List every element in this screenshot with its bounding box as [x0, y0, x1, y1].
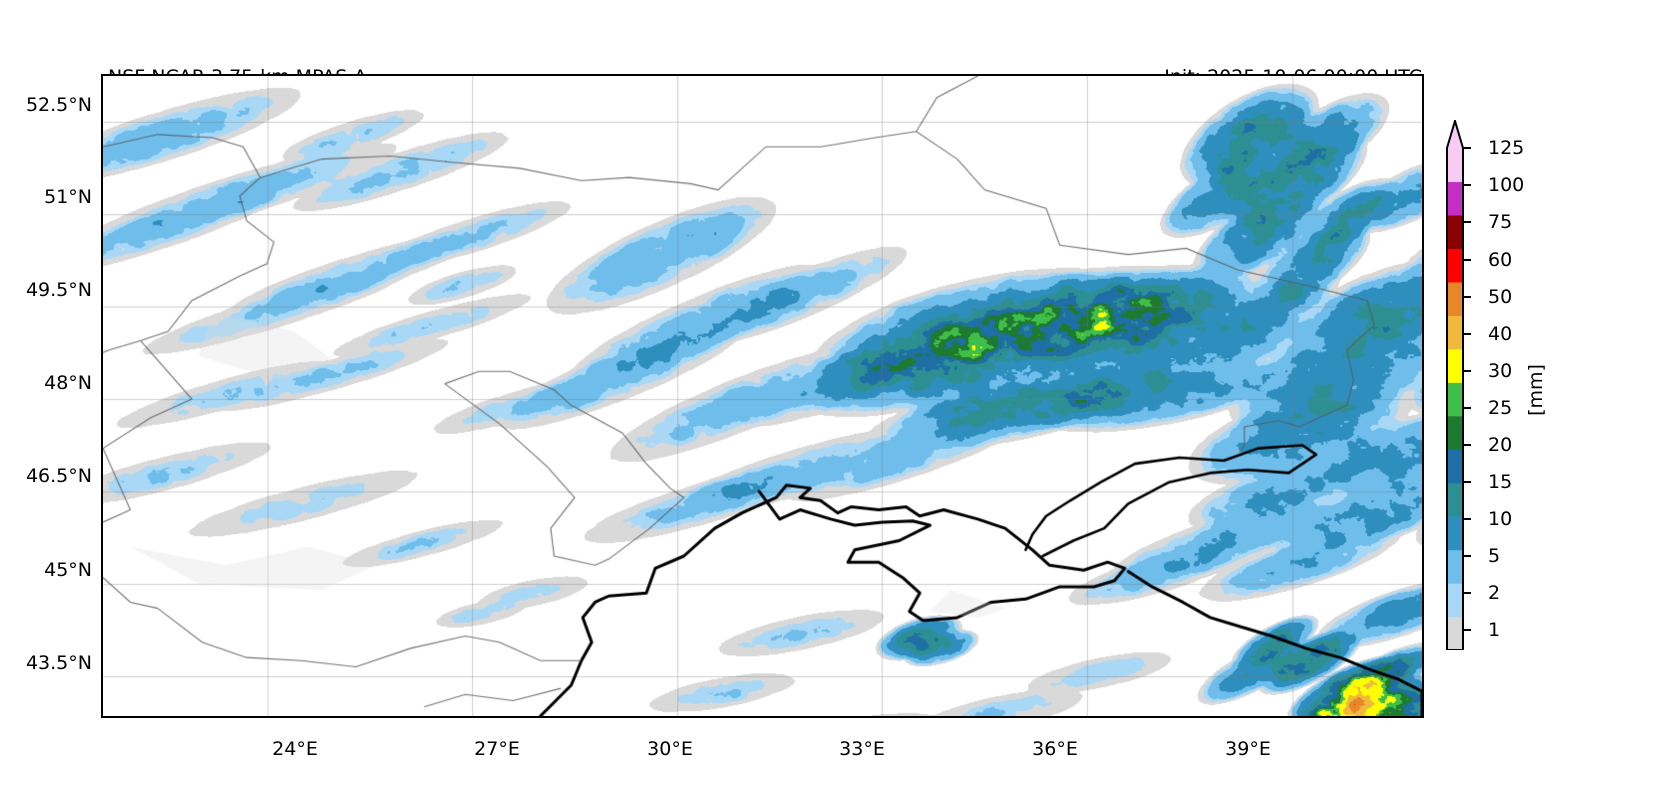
colorbar-tick-label: 1: [1488, 619, 1501, 641]
longitude-tick-label: 33°E: [839, 738, 885, 760]
colorbar-gradient: [1446, 120, 1471, 650]
latitude-tick-label: 43.5°N: [25, 652, 92, 674]
colorbar-tick-label: 10: [1488, 508, 1513, 530]
longitude-tick-label: 36°E: [1032, 738, 1078, 760]
colorbar-tick-label: 5: [1488, 545, 1501, 567]
map-plot-area: [101, 74, 1424, 718]
latitude-tick-label: 48°N: [44, 372, 92, 394]
latitude-tick-label: 52.5°N: [25, 94, 92, 116]
colorbar-tick-label: 60: [1488, 249, 1513, 271]
colorbar-tick-label: 30: [1488, 360, 1513, 382]
colorbar-tick-label: 2: [1488, 582, 1501, 604]
colorbar-tick-label: 15: [1488, 471, 1513, 493]
colorbar-unit-label: [mm]: [1525, 364, 1547, 416]
colorbar-tick-label: 25: [1488, 397, 1513, 419]
colorbar-tick-label: 50: [1488, 286, 1513, 308]
latitude-tick-label: 51°N: [44, 186, 92, 208]
latitude-tick-label: 45°N: [44, 559, 92, 581]
latitude-tick-label: 46.5°N: [25, 465, 92, 487]
latitude-tick-label: 49.5°N: [25, 279, 92, 301]
colorbar-tick-label: 40: [1488, 323, 1513, 345]
colorbar-tick-label: 75: [1488, 211, 1513, 233]
colorbar-tick-label: 20: [1488, 434, 1513, 456]
precipitation-map-canvas: [103, 76, 1422, 716]
colorbar-tick-label: 100: [1488, 174, 1525, 196]
longitude-tick-label: 30°E: [647, 738, 693, 760]
longitude-tick-label: 24°E: [272, 738, 318, 760]
colorbar: [1438, 120, 1472, 650]
longitude-tick-label: 27°E: [474, 738, 520, 760]
longitude-tick-label: 39°E: [1225, 738, 1271, 760]
colorbar-tick-label: 125: [1488, 137, 1525, 159]
